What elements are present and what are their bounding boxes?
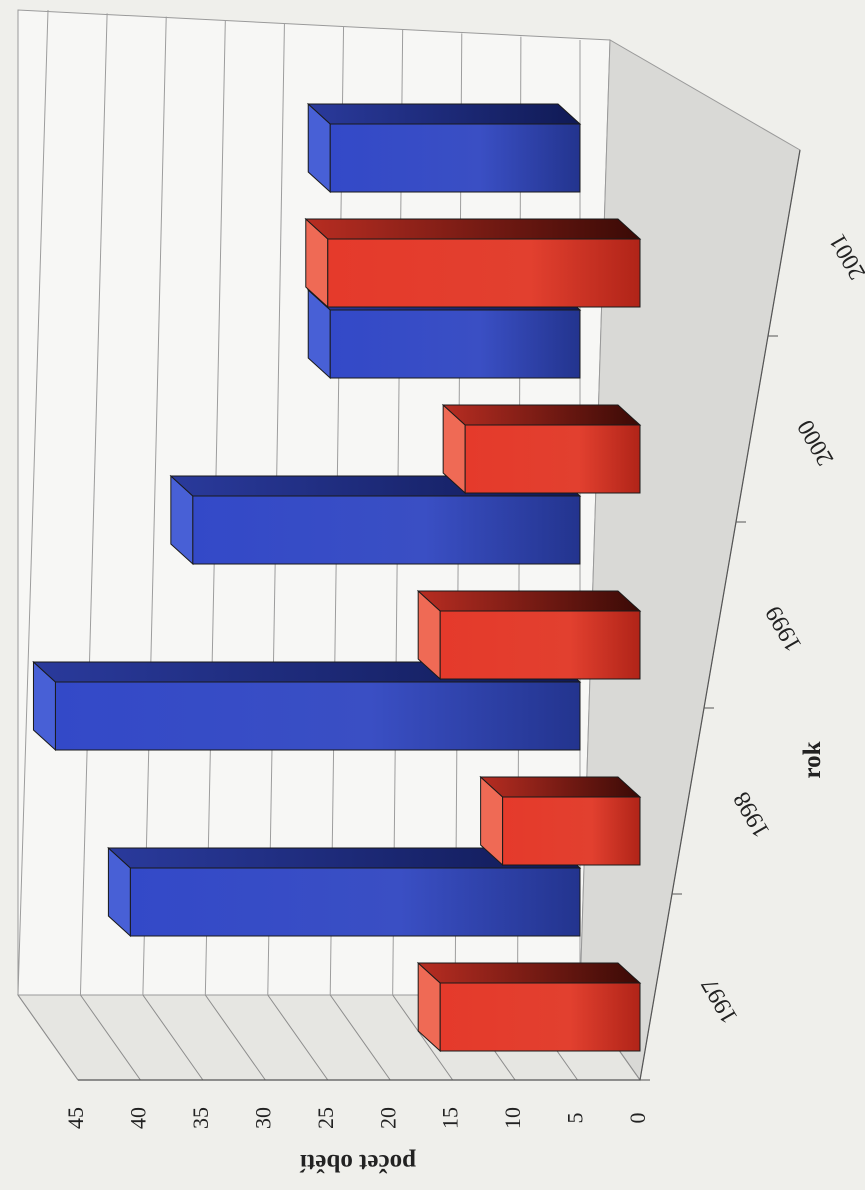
y-tick-label: 15: [438, 1107, 463, 1129]
bar-face: [327, 238, 641, 308]
bar-face: [192, 495, 581, 565]
gridline-side: [142, 994, 204, 1081]
gridline-back: [142, 16, 167, 996]
x-tick-label: 1999: [761, 601, 808, 656]
bar-red-1997: [416, 961, 642, 1053]
y-tick-label: 0: [625, 1113, 650, 1124]
bar-face: [439, 982, 641, 1052]
x-tick-label: 1997: [697, 973, 744, 1028]
y-tick-label: 35: [188, 1107, 213, 1129]
gridline-side: [267, 994, 329, 1081]
bar-face: [464, 424, 641, 494]
bar-side: [441, 404, 642, 426]
y-axis-title: počet obětí: [299, 1149, 416, 1176]
x-tick-label: 2000: [793, 415, 840, 470]
y-tick-label: 10: [500, 1107, 525, 1129]
y-tick-label: 5: [563, 1113, 588, 1124]
gridline-back: [17, 9, 49, 996]
bar-face: [502, 796, 641, 866]
y-tick-label: 40: [125, 1107, 150, 1129]
bar-face: [329, 309, 581, 379]
bar-blue-1999: [169, 474, 582, 566]
gridline-side: [17, 994, 79, 1081]
bar-face: [129, 867, 581, 937]
bar-side: [479, 776, 642, 798]
bar-face: [439, 610, 641, 680]
bar-side: [304, 218, 642, 240]
gridline-back: [79, 13, 108, 996]
gridline-side: [204, 994, 266, 1081]
bar-blue-1997: [107, 846, 582, 938]
gridline-side: [80, 994, 141, 1081]
gridline-side: [392, 994, 454, 1081]
bar-red-2000: [441, 403, 642, 495]
bar-side: [416, 962, 642, 984]
bar-face: [329, 123, 581, 193]
bar-side: [416, 590, 642, 612]
axis-labels: počet obětí rok: [299, 741, 826, 1176]
floor: [579, 39, 801, 1082]
y-tick-label: 30: [250, 1107, 275, 1129]
y-tick-label: 25: [313, 1107, 338, 1129]
bar-side: [306, 103, 582, 125]
x-axis-title: rok: [799, 741, 826, 778]
bar-blue-2001: [306, 102, 582, 194]
bars: [32, 102, 642, 1053]
bar-red-1999: [416, 589, 642, 681]
y-tick-label: 20: [375, 1107, 400, 1129]
x-tick-label: 2001: [825, 229, 865, 284]
bar-red-2001: [304, 217, 642, 309]
category-axis-line: [639, 149, 801, 1081]
gridline-side: [329, 994, 391, 1081]
bar-red-1998: [479, 775, 642, 867]
y-tick-label: 45: [63, 1107, 88, 1129]
bar-face: [54, 681, 581, 751]
x-tick-label: 1998: [729, 787, 776, 842]
